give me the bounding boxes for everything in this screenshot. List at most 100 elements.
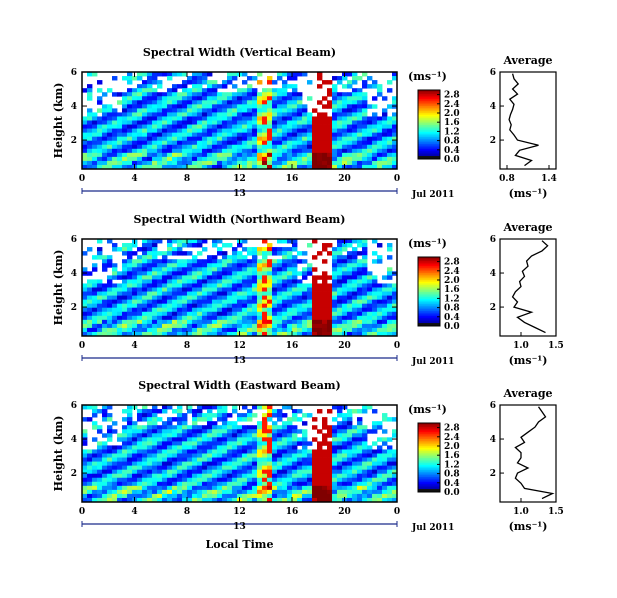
heatmap-cell bbox=[207, 489, 213, 495]
heatmap-cell bbox=[317, 327, 323, 333]
heatmap-cell bbox=[352, 429, 358, 434]
heatmap-cell bbox=[327, 307, 333, 313]
heatmap-cell bbox=[102, 469, 108, 475]
heatmap-cell bbox=[322, 156, 328, 162]
heatmap-cell bbox=[197, 303, 203, 309]
colorbar-band bbox=[418, 310, 440, 313]
heatmap-cell bbox=[147, 413, 153, 418]
heatmap-cell bbox=[282, 295, 288, 301]
heatmap-cell bbox=[287, 100, 293, 105]
heatmap-cell bbox=[352, 449, 358, 454]
heatmap-cell bbox=[247, 409, 253, 414]
heatmap-cell bbox=[287, 279, 293, 284]
heatmap-cell bbox=[342, 144, 348, 150]
heatmap-cell bbox=[362, 405, 368, 410]
heatmap-cell bbox=[147, 92, 153, 97]
heatmap-cell bbox=[97, 323, 103, 329]
heatmap-cell bbox=[332, 295, 338, 301]
heatmap-cell bbox=[372, 84, 378, 89]
heatmap-cell bbox=[247, 100, 253, 105]
heatmap-cell bbox=[342, 327, 348, 333]
heatmap-cell bbox=[107, 477, 113, 483]
heatmap-cell bbox=[322, 128, 328, 134]
heatmap-cell bbox=[122, 473, 128, 479]
heatmap-cell bbox=[187, 295, 193, 301]
heatmap-cell bbox=[137, 497, 143, 503]
heatmap-cell bbox=[207, 108, 213, 113]
heatmap-cell bbox=[202, 76, 208, 81]
heatmap-cell bbox=[102, 417, 108, 422]
heatmap-cell bbox=[252, 299, 258, 305]
heatmap-cell bbox=[312, 156, 318, 162]
colorbar-band bbox=[418, 466, 440, 469]
colorbar-band bbox=[418, 90, 440, 93]
heatmap-cell bbox=[277, 267, 283, 272]
heatmap-cell bbox=[137, 291, 143, 296]
heatmap-cell bbox=[197, 144, 203, 150]
heatmap-cell bbox=[127, 140, 133, 146]
heatmap-cell bbox=[237, 279, 243, 284]
heatmap-cell bbox=[272, 425, 278, 430]
heatmap-cell bbox=[242, 405, 248, 410]
colorbar-band bbox=[418, 281, 440, 284]
heatmap-cell bbox=[182, 116, 188, 121]
heatmap-cell bbox=[272, 303, 278, 309]
heatmap-cell bbox=[287, 287, 293, 292]
heatmap-cell bbox=[82, 433, 88, 438]
heatmap-cell bbox=[217, 323, 223, 329]
heatmap-cell bbox=[257, 425, 263, 430]
heatmap-cell bbox=[187, 239, 193, 244]
heatmap-cell bbox=[287, 291, 293, 296]
heatmap-cell bbox=[82, 311, 88, 317]
average-y-tick-label: 6 bbox=[490, 401, 496, 411]
average-x-axis-label: (ms⁻¹) bbox=[509, 520, 548, 533]
heatmap-cell bbox=[297, 259, 303, 264]
heatmap-cell bbox=[122, 303, 128, 309]
heatmap-cell bbox=[117, 457, 123, 462]
heatmap-cell bbox=[172, 120, 178, 125]
heatmap-cell bbox=[87, 465, 93, 471]
heatmap-cell bbox=[347, 291, 353, 296]
heatmap-cell bbox=[242, 140, 248, 146]
heatmap-cell bbox=[157, 461, 163, 467]
heatmap-cell bbox=[277, 481, 283, 487]
chart-title: Spectral Width (Northward Beam) bbox=[134, 213, 346, 226]
heatmap-cell bbox=[182, 413, 188, 418]
heatmap-cell bbox=[207, 477, 213, 483]
heatmap-cell bbox=[277, 441, 283, 446]
heatmap-cell bbox=[207, 331, 213, 337]
heatmap-cell bbox=[252, 267, 258, 272]
heatmap-cell bbox=[262, 108, 268, 113]
heatmap-cell bbox=[157, 453, 163, 458]
heatmap-cell bbox=[297, 287, 303, 292]
heatmap-cell bbox=[227, 259, 233, 264]
heatmap-cell bbox=[162, 319, 168, 325]
heatmap-cell bbox=[157, 315, 163, 321]
heatmap-cell bbox=[157, 279, 163, 284]
heatmap-cell bbox=[207, 449, 213, 454]
heatmap-cell bbox=[187, 96, 193, 101]
heatmap-cells bbox=[82, 72, 398, 170]
heatmap-cell bbox=[162, 156, 168, 162]
heatmap-cell bbox=[97, 445, 103, 450]
heatmap-cell bbox=[112, 445, 118, 450]
heatmap-cell bbox=[107, 88, 113, 93]
heatmap-cell bbox=[327, 485, 333, 491]
heatmap-cell bbox=[107, 429, 113, 434]
heatmap-cell bbox=[197, 263, 203, 268]
heatmap-cell bbox=[227, 275, 233, 280]
heatmap-cell bbox=[117, 449, 123, 454]
heatmap-cell bbox=[262, 116, 268, 121]
heatmap-cell bbox=[242, 457, 248, 462]
heatmap-cell bbox=[167, 72, 173, 77]
heatmap-cell bbox=[302, 271, 308, 276]
heatmap-cell bbox=[242, 152, 248, 158]
heatmap-cell bbox=[257, 283, 263, 288]
heatmap-cell bbox=[87, 477, 93, 483]
heatmap-cell bbox=[132, 307, 138, 313]
heatmap-cell bbox=[97, 255, 103, 260]
heatmap-cell bbox=[247, 267, 253, 272]
heatmap-cell bbox=[267, 445, 273, 450]
heatmap-cell bbox=[192, 112, 198, 117]
heatmap-cell bbox=[192, 481, 198, 487]
